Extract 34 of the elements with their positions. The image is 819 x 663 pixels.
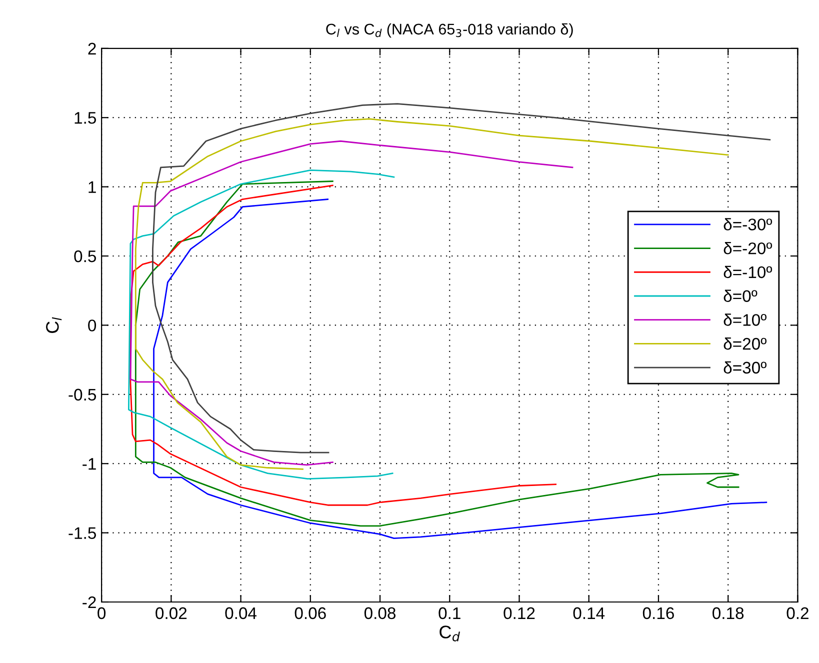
x-tick-label: 0.18 — [712, 607, 744, 620]
y-tick-label: 0.5 — [74, 250, 96, 262]
line-series — [152, 103, 771, 454]
line-series — [130, 140, 574, 466]
legend-label: δ=-30º — [724, 218, 772, 230]
legend-label: δ=0º — [724, 290, 758, 302]
legend-label: δ=30º — [724, 361, 767, 374]
x-axis-title: C$_{d}$ — [440, 626, 460, 642]
y-tick-label: 0 — [88, 320, 96, 332]
legend-label: δ=10º — [724, 314, 767, 326]
x-tick-label: 0.12 — [504, 607, 535, 620]
x-tick-label: 0.08 — [364, 607, 396, 620]
x-tick-label: 0 — [98, 607, 106, 620]
legend-label: δ=-10º — [724, 266, 772, 278]
x-tick-label: 0.02 — [156, 607, 187, 620]
y-tick-label: -2 — [82, 596, 96, 608]
x-tick-label: 0.06 — [294, 607, 326, 620]
legend-label: δ=20º — [724, 337, 767, 350]
y-tick-label: -0.5 — [68, 388, 96, 401]
x-tick-label: 0.14 — [573, 607, 605, 620]
x-tick-label: 0.04 — [225, 607, 257, 620]
y-tick-label: 1.5 — [74, 112, 96, 124]
y-axis-title: C$_{l}$ — [46, 317, 62, 333]
chart-title: C$_{l}$ vs C$_{d}$ (NACA 65$_{3}$-018 variando δ) — [326, 23, 573, 38]
x-tick-label: 0.1 — [438, 607, 460, 620]
legend-label: δ=-20º — [724, 242, 772, 254]
x-tick-label: 0.16 — [642, 607, 674, 620]
y-tick-label: -1.5 — [68, 527, 96, 540]
y-tick-label: 2 — [88, 42, 96, 54]
x-tick-label: 0.2 — [786, 607, 808, 620]
line-series — [130, 184, 556, 506]
line-series — [128, 169, 395, 480]
y-tick-label: -1 — [82, 458, 96, 470]
y-tick-label: 1 — [88, 181, 96, 193]
